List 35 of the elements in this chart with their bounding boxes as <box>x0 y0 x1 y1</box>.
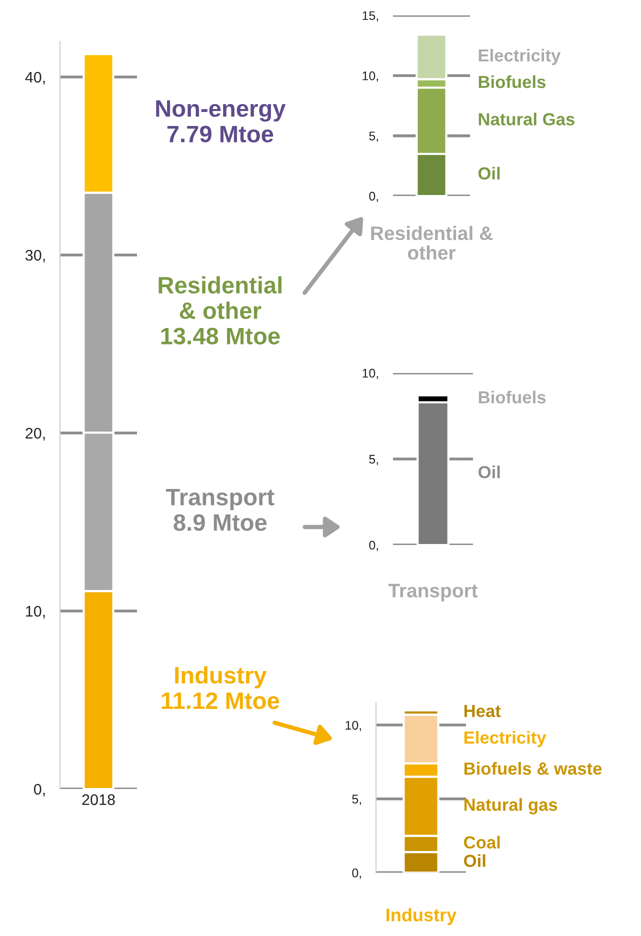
y-tick-label: 40, <box>25 72 45 84</box>
y-tick-label: 0, <box>352 868 361 879</box>
text: Transport 8.9 Mtoe <box>166 489 274 531</box>
y-tick-label: 5, <box>369 454 378 466</box>
y-tick-label: 0, <box>34 784 45 796</box>
text: Industry 11.12 Mtoe <box>162 666 280 710</box>
series-label: Non-energy 7.79 Mtoe <box>156 100 286 142</box>
series-label: Biofuels <box>478 390 546 404</box>
x-axis-title: Transport <box>388 584 478 602</box>
y-tick-label: 5, <box>352 794 361 806</box>
y-tick-label: 30, <box>25 250 45 262</box>
y-tick-label: 10, <box>26 606 45 618</box>
y-tick-label: 10, <box>346 720 361 732</box>
x-axis-title: Residential & other <box>371 226 492 260</box>
y-tick-label: 5, <box>369 132 378 142</box>
series-label: Oil <box>478 466 500 478</box>
series-label: Oil <box>464 854 486 868</box>
y-tick-label: 10, <box>362 71 378 82</box>
y-tick-label: 20, <box>26 428 45 440</box>
series-label: Natural gas <box>464 798 558 814</box>
series-label: Natural Gas <box>478 112 574 126</box>
series-label: Residential & other 13.48 Mtoe <box>158 276 282 344</box>
series-label: Oil <box>478 166 500 180</box>
y-tick-label: 15, <box>362 11 378 22</box>
series-label: Coal <box>464 836 500 849</box>
series-label: Heat <box>464 705 501 718</box>
y-tick-label: 0, <box>369 540 378 552</box>
series-label: Biofuels & waste <box>464 762 602 775</box>
series-label: Electricity <box>464 730 546 748</box>
series-label: Electricity <box>478 48 561 66</box>
x-tick-label: 2018 <box>82 794 115 806</box>
series-label: Biofuels <box>478 75 546 88</box>
y-tick-label: 10, <box>362 368 378 380</box>
x-axis-title: Industry <box>386 908 457 925</box>
y-tick-label: 0, <box>369 192 378 202</box>
